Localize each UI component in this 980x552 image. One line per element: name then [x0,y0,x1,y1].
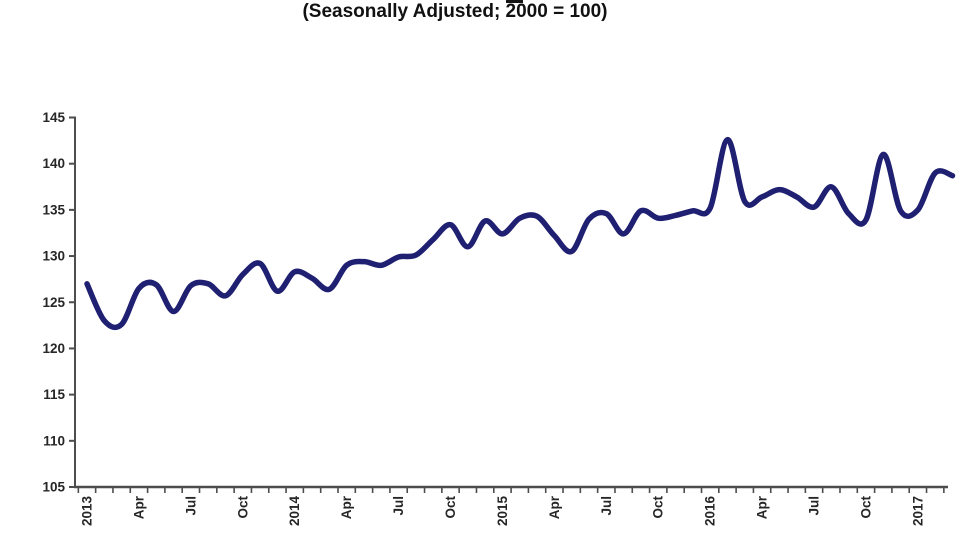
x-tick-label: Jul [807,496,822,516]
x-tick-label: Apr [339,495,354,519]
y-tick-label: 120 [42,341,65,356]
y-tick-label: 105 [42,480,65,495]
x-tick-label: Apr [131,495,146,519]
index-series-line [84,136,956,331]
y-tick-label: 135 [42,202,65,217]
x-tick-label: Apr [547,495,562,519]
x-tick-label: Jul [391,496,406,516]
x-tick-label: 2013 [80,496,95,527]
x-tick-label: Jul [183,496,198,516]
cropped-text-fragment [506,0,523,3]
chart-subtitle: (Seasonally Adjusted; 2000 = 100) [302,1,608,22]
x-tick-label: 2016 [703,496,718,527]
x-tick-label: Oct [858,496,873,519]
y-tick-label: 140 [42,156,65,171]
y-tick-label: 145 [42,110,65,125]
x-tick-label: Jul [599,496,614,516]
x-tick-label: 2017 [910,496,925,526]
y-tick-label: 125 [42,295,65,310]
y-tick-label: 110 [43,433,65,448]
x-tick-label: Oct [651,496,666,519]
y-tick-label: 115 [43,387,65,402]
y-tick-label: 130 [42,249,65,264]
x-tick-label: 2014 [287,496,302,527]
x-tick-label: 2015 [495,496,510,527]
x-tick-label: Oct [235,496,250,519]
x-tick-label: Apr [755,495,770,519]
x-tick-label: Oct [443,496,458,519]
